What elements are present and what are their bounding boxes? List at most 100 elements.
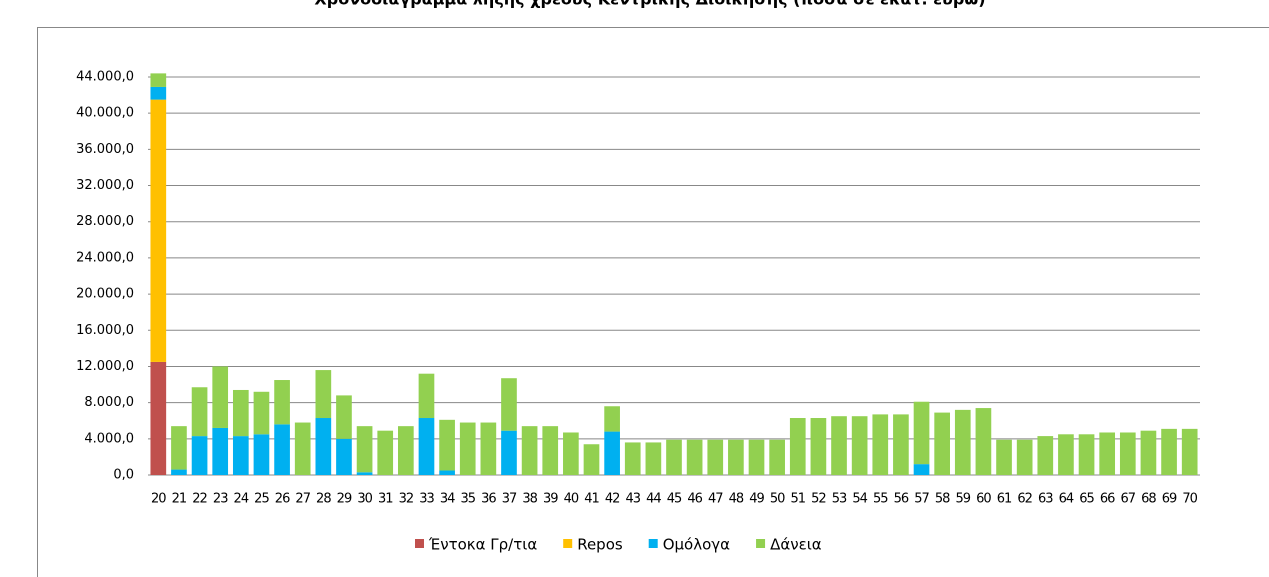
y-tick-label: 12.000,0 bbox=[76, 359, 134, 374]
bar-segment bbox=[666, 439, 682, 475]
x-tick-label: 30 bbox=[357, 492, 372, 507]
bar-segment bbox=[1181, 428, 1198, 475]
x-tick-label: 21 bbox=[172, 492, 187, 507]
legend-swatch bbox=[648, 539, 658, 548]
bar-segment bbox=[1099, 432, 1116, 475]
bar-segment bbox=[686, 439, 703, 475]
chart-title: Χρονοδιάγραμμα λήξης χρέους Κεντρικής Δι… bbox=[314, 0, 985, 9]
bar-segment bbox=[975, 408, 992, 475]
bar-segment bbox=[563, 432, 579, 475]
bar-segment bbox=[150, 99, 167, 362]
legend-swatch bbox=[415, 539, 424, 548]
bar-segment bbox=[336, 395, 352, 439]
legend-swatch bbox=[563, 539, 573, 548]
bar-segment bbox=[150, 361, 167, 475]
bar-segment bbox=[501, 430, 517, 475]
x-tick-label: 68 bbox=[1141, 492, 1156, 507]
x-tick-label: 33 bbox=[419, 492, 434, 507]
bar-segment bbox=[542, 426, 559, 475]
bar-segment bbox=[501, 378, 517, 431]
bar-segment bbox=[789, 418, 806, 475]
x-tick-label: 60 bbox=[976, 492, 991, 507]
x-tick-label: 25 bbox=[254, 492, 269, 507]
bar-segment bbox=[893, 414, 909, 475]
y-tick-label: 0,0 bbox=[113, 468, 134, 483]
x-tick-label: 66 bbox=[1100, 492, 1115, 507]
x-tick-label: 49 bbox=[749, 492, 764, 507]
bar-segment bbox=[934, 412, 950, 475]
bar-segment bbox=[1140, 430, 1157, 475]
legend-label: Δάνεια bbox=[770, 536, 822, 554]
x-tick-label: 59 bbox=[956, 492, 971, 507]
bar-segment bbox=[480, 422, 497, 475]
bar-segment bbox=[439, 419, 455, 471]
x-tick-label: 61 bbox=[997, 492, 1012, 507]
bar-segment bbox=[171, 469, 187, 475]
bar-segment bbox=[1161, 428, 1177, 475]
y-tick-label: 8.000,0 bbox=[84, 395, 134, 410]
bar-segment bbox=[150, 73, 167, 87]
legend-label: Repos bbox=[577, 536, 623, 554]
y-tick-label: 24.000,0 bbox=[76, 250, 134, 265]
x-tick-label: 46 bbox=[687, 492, 702, 507]
bar-segment bbox=[294, 422, 311, 475]
bar-segment bbox=[336, 438, 352, 475]
x-tick-label: 36 bbox=[481, 492, 496, 507]
bar-segment bbox=[831, 416, 847, 475]
bar-segment bbox=[459, 422, 476, 475]
x-tick-label: 23 bbox=[213, 492, 228, 507]
x-tick-label: 32 bbox=[399, 492, 414, 507]
x-tick-label: 28 bbox=[316, 492, 331, 507]
bar-segment bbox=[232, 389, 249, 437]
x-tick-label: 63 bbox=[1038, 492, 1053, 507]
bar-segment bbox=[645, 442, 662, 475]
y-tick-label: 40.000,0 bbox=[76, 106, 134, 121]
bar-segment bbox=[583, 444, 600, 475]
x-tick-label: 22 bbox=[192, 492, 207, 507]
y-tick-label: 20.000,0 bbox=[76, 287, 134, 302]
y-tick-label: 32.000,0 bbox=[76, 178, 134, 193]
bar-segment bbox=[356, 426, 373, 473]
x-tick-label: 26 bbox=[275, 492, 290, 507]
x-tick-label: 37 bbox=[502, 492, 517, 507]
x-tick-label: 29 bbox=[337, 492, 352, 507]
x-tick-label: 44 bbox=[646, 492, 661, 507]
x-tick-label: 42 bbox=[605, 492, 620, 507]
bar-segment bbox=[191, 436, 208, 475]
x-tick-label: 40 bbox=[564, 492, 579, 507]
x-tick-label: 56 bbox=[894, 492, 909, 507]
x-tick-label: 52 bbox=[811, 492, 826, 507]
bar-segment bbox=[1119, 432, 1136, 475]
bar-segment bbox=[356, 472, 373, 475]
bar-segment bbox=[521, 426, 538, 475]
bar-segment bbox=[624, 442, 641, 475]
bar-segment bbox=[212, 366, 229, 428]
bar-segment bbox=[769, 439, 785, 475]
x-tick-label: 34 bbox=[440, 492, 455, 507]
x-tick-label: 31 bbox=[378, 492, 393, 507]
bar-segment bbox=[377, 430, 394, 475]
x-tick-label: 55 bbox=[873, 492, 888, 507]
x-tick-label: 67 bbox=[1121, 492, 1136, 507]
x-tick-label: 57 bbox=[914, 492, 929, 507]
bar-segment bbox=[232, 436, 249, 475]
x-tick-label: 39 bbox=[543, 492, 558, 507]
bar-segment bbox=[439, 470, 455, 475]
x-tick-label: 54 bbox=[852, 492, 867, 507]
bar-segment bbox=[913, 464, 930, 475]
bar-segment bbox=[1037, 436, 1054, 475]
bar-segment bbox=[150, 86, 167, 100]
bar-segment bbox=[274, 380, 290, 425]
x-tick-label: 47 bbox=[708, 492, 723, 507]
bar-segment bbox=[748, 439, 765, 475]
y-tick-label: 4.000,0 bbox=[84, 431, 134, 446]
x-tick-label: 65 bbox=[1079, 492, 1094, 507]
bar-segment bbox=[253, 434, 270, 475]
y-tick-label: 28.000,0 bbox=[76, 214, 134, 229]
bar-segment bbox=[954, 409, 971, 475]
bar-segment bbox=[315, 370, 332, 419]
bar-segment bbox=[1058, 434, 1074, 475]
bar-segment bbox=[315, 418, 332, 475]
x-tick-label: 64 bbox=[1059, 492, 1074, 507]
